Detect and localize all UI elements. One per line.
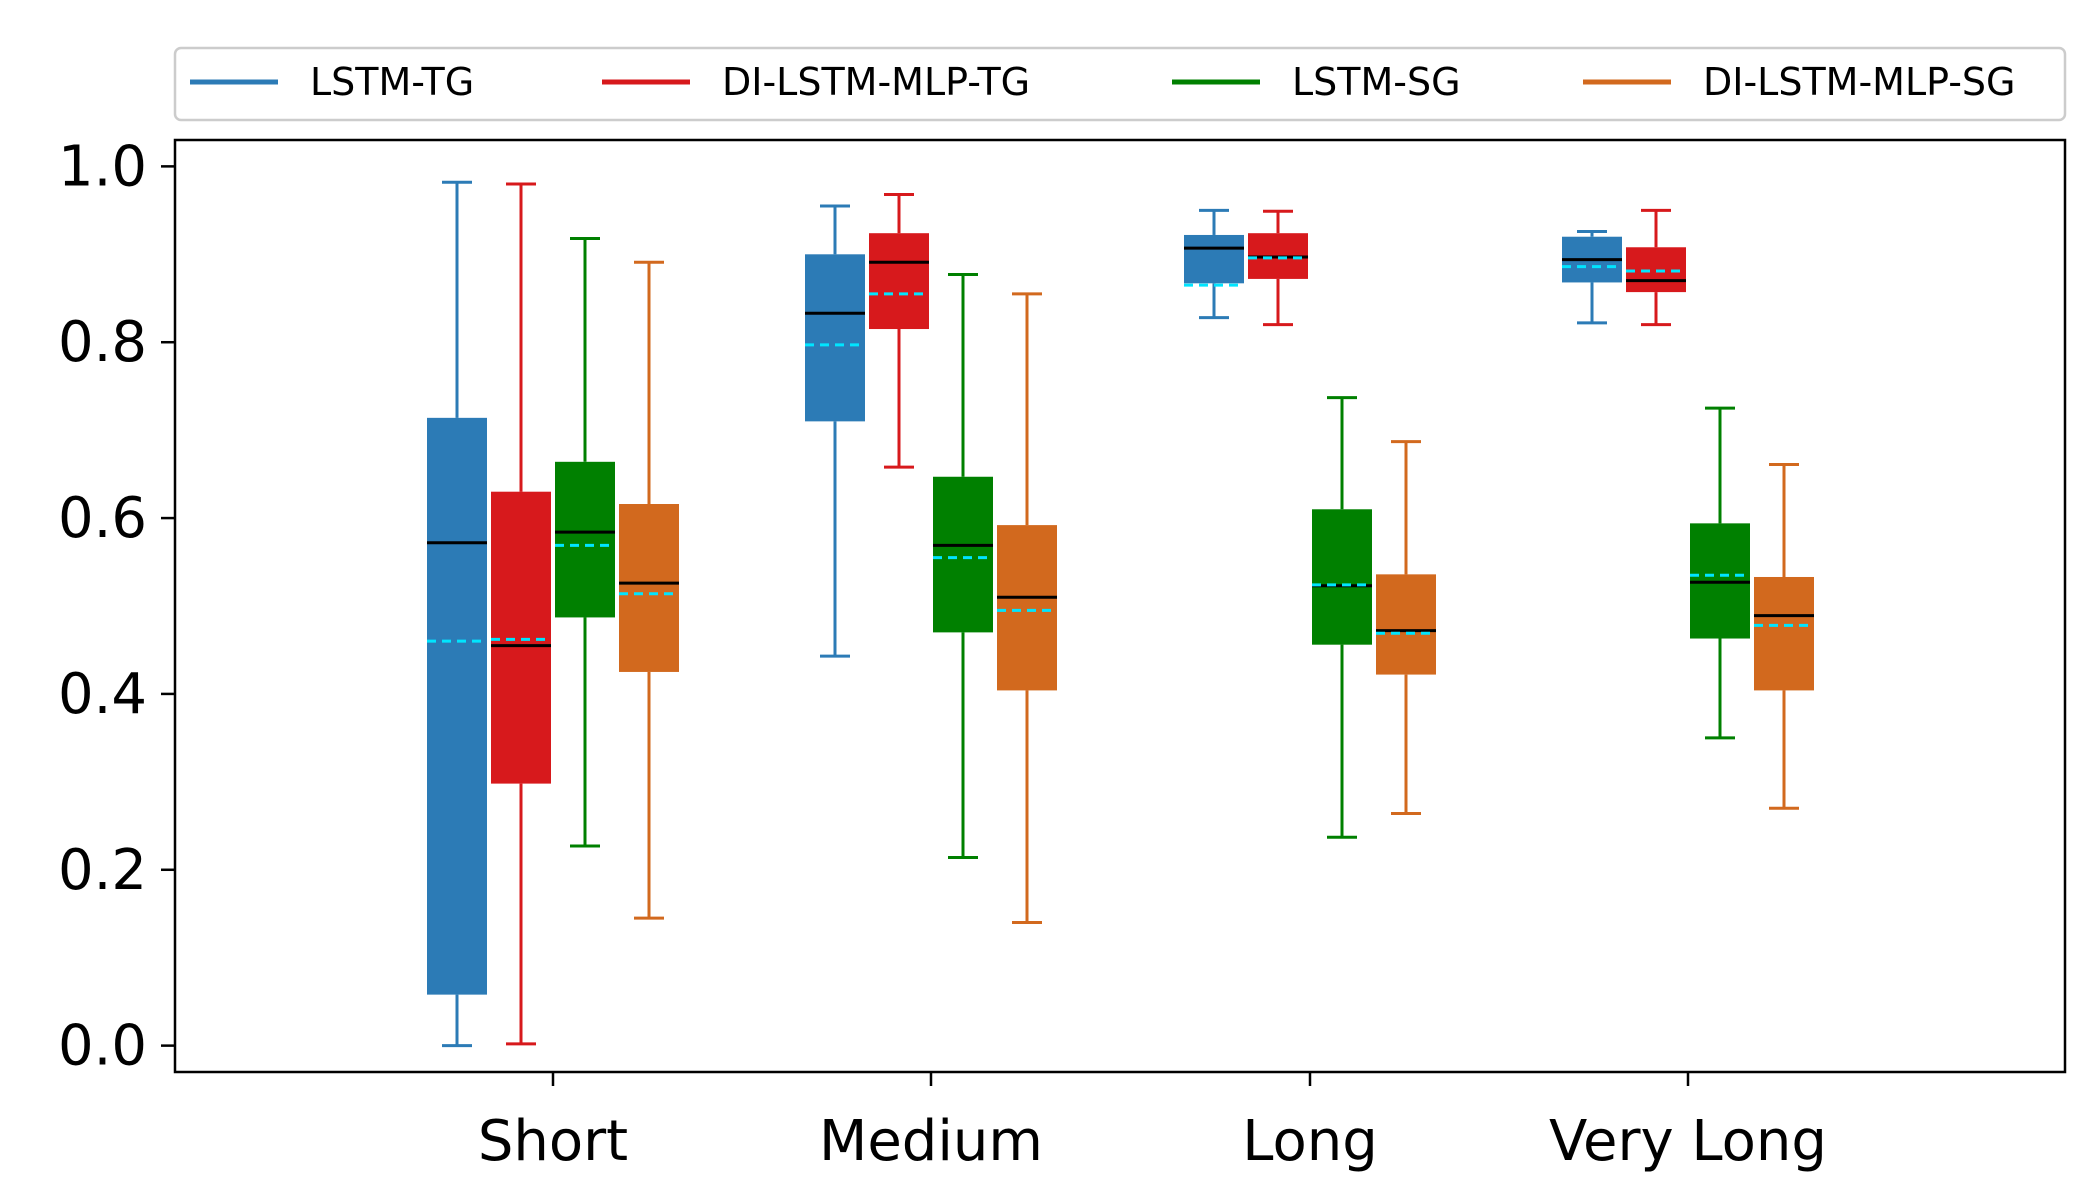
legend-label: DI-LSTM-MLP-TG — [722, 60, 1030, 104]
plot-area — [173, 138, 2067, 1074]
iqr-box — [1184, 234, 1244, 284]
iqr-box — [805, 254, 865, 422]
axes-frame — [173, 138, 2067, 1074]
x-tick-label: Long — [1242, 1109, 1378, 1174]
legend-frame — [173, 46, 2067, 122]
iqr-box — [619, 504, 679, 672]
y-tick-label: 0.2 — [58, 838, 147, 903]
box-di-lstm-mlp-tg-short — [491, 182, 551, 1046]
box-lstm-sg-long — [1312, 396, 1372, 839]
box-lstm-sg-short — [555, 236, 615, 848]
legend-entry-di-lstm-mlp-sg: DI-LSTM-MLP-SG — [1583, 60, 2016, 104]
x-axis: Short Medium Long Very Long — [478, 1072, 1827, 1174]
box-di-lstm-mlp-sg-very-long — [1754, 462, 1814, 810]
legend-label: LSTM-SG — [1292, 60, 1461, 104]
x-tick-label: Short — [478, 1109, 628, 1174]
x-tick-label: Medium — [819, 1109, 1043, 1174]
iqr-box — [491, 491, 551, 784]
box-lstm-sg-medium — [933, 273, 993, 859]
y-axis: 0.0 0.2 0.4 0.6 0.8 1.0 — [58, 134, 175, 1079]
iqr-box — [555, 461, 615, 618]
y-tick-label: 0.6 — [58, 486, 147, 551]
box-di-lstm-mlp-tg-very-long — [1626, 208, 1686, 327]
legend: LSTM-TG DI-LSTM-MLP-TG LSTM-SG DI-LSTM-MLP-… — [173, 46, 2067, 122]
legend-entry-di-lstm-mlp-tg: DI-LSTM-MLP-TG — [602, 60, 1030, 104]
y-tick-label: 0.8 — [58, 310, 147, 375]
iqr-box — [933, 476, 993, 633]
box-di-lstm-mlp-tg-long — [1248, 209, 1308, 327]
legend-entry-lstm-tg: LSTM-TG — [190, 60, 474, 104]
box-di-lstm-mlp-sg-short — [619, 260, 679, 920]
iqr-box — [427, 417, 487, 995]
box-di-lstm-mlp-sg-medium — [997, 292, 1057, 925]
box-lstm-tg-short — [427, 180, 487, 1048]
x-tick-label: Very Long — [1549, 1109, 1827, 1174]
box-lstm-tg-very-long — [1562, 229, 1622, 325]
iqr-box — [997, 525, 1057, 691]
legend-entry-lstm-sg: LSTM-SG — [1172, 60, 1461, 104]
iqr-box — [1754, 576, 1814, 691]
box-lstm-tg-long — [1184, 208, 1244, 320]
iqr-box — [1376, 574, 1436, 675]
y-tick-label: 0.4 — [58, 662, 147, 727]
iqr-box — [1312, 509, 1372, 645]
box-di-lstm-mlp-tg-medium — [869, 193, 929, 469]
y-tick-label: 0.0 — [58, 1014, 147, 1079]
box-lstm-sg-very-long — [1690, 406, 1750, 740]
box-di-lstm-mlp-sg-long — [1376, 440, 1436, 816]
iqr-box — [869, 233, 929, 330]
box-lstm-tg-medium — [805, 204, 865, 658]
legend-label: DI-LSTM-MLP-SG — [1703, 60, 2016, 104]
y-tick-label: 1.0 — [58, 134, 147, 199]
legend-label: LSTM-TG — [310, 60, 474, 104]
